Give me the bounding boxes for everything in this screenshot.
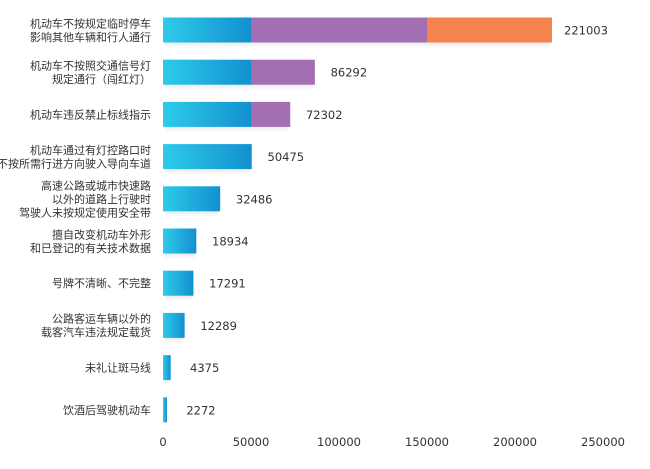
bar-shadow [165,378,169,387]
value-label: 50475 [268,150,305,164]
bar-segment-1 [163,186,221,212]
bar-segment-1 [163,228,197,254]
category-label: 饮酒后驾驶机动车 [63,403,151,417]
bar-segment-1 [163,17,251,43]
value-label: 18934 [212,235,249,249]
x-tick-label: 250000 [581,435,625,449]
bar-segment-1 [163,59,251,85]
value-label: 221003 [564,24,608,38]
bar-segment-1 [163,355,171,381]
x-tick-label: 100000 [317,435,361,449]
bar-shadow [165,82,313,91]
value-label: 12289 [200,319,237,333]
x-tick-label: 0 [159,435,166,449]
x-tick-label: 150000 [405,435,449,449]
bar-segment-2 [251,17,427,43]
bar-segment-2 [251,59,315,85]
category-label: 机动车通过有灯控路口时不按所需行进方向驶入导向车道 [0,143,151,171]
x-tick-label: 200000 [493,435,537,449]
bar-shadow [165,335,183,344]
category-label: 公路客运车辆以外的载客汽车违法规定载货 [41,312,151,340]
category-label: 机动车不按照交通信号灯规定通行（闯红灯） [30,58,151,86]
category-label: 未礼让斑马线 [85,361,151,375]
bar-segment-1 [163,397,167,423]
value-label: 86292 [331,66,368,80]
category-label: 高速公路或城市快速路以外的道路上行驶时驾驶人未按规定使用安全带 [19,178,151,219]
bar-shadow [165,167,250,176]
category-label: 号牌不清晰、不完整 [52,276,151,290]
bar-segment-1 [163,101,251,127]
category-label: 机动车不按规定临时停车影响其他车辆和行人通行 [30,16,151,44]
x-tick-label: 50000 [233,435,270,449]
bar-shadow [165,40,550,49]
bar-segment-2 [251,144,252,170]
value-label: 4375 [190,361,219,375]
value-label: 32486 [236,192,273,206]
bar-shadow [165,420,166,429]
bar-shadow [165,251,195,260]
bar-shadow [165,124,289,133]
value-label: 2272 [186,403,215,417]
bar-segment-2 [251,101,291,127]
bar-segment-1 [163,312,185,338]
value-label: 17291 [209,277,246,291]
value-label: 72302 [306,108,343,122]
bar-shadow [165,209,219,218]
category-label: 擅自改变机动车外形和已登记的有关技术数据 [30,227,151,255]
category-label: 机动车违反禁止标线指示 [30,107,151,121]
bar-segment-3 [427,17,552,43]
bar-segment-1 [163,144,251,170]
bar-shadow [165,293,192,302]
bar-segment-1 [163,270,194,296]
